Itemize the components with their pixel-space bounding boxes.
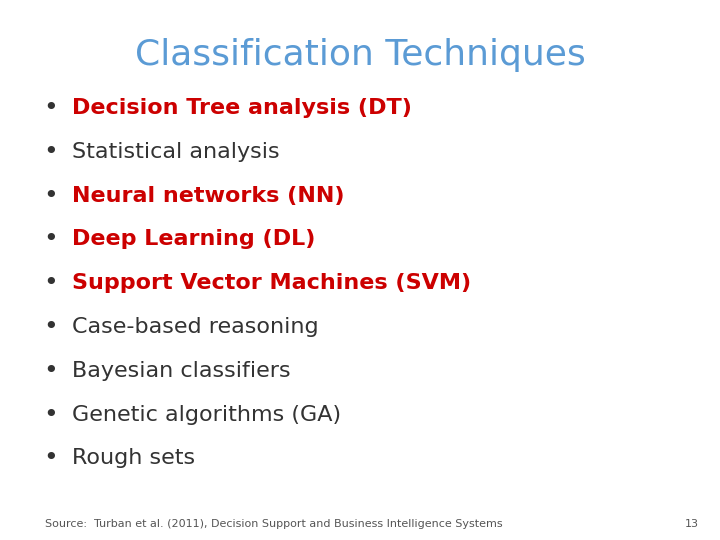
Text: •: • xyxy=(43,184,58,207)
Text: •: • xyxy=(43,315,58,339)
Text: Decision Tree analysis (DT): Decision Tree analysis (DT) xyxy=(72,98,412,118)
Text: Deep Learning (DL): Deep Learning (DL) xyxy=(72,230,315,249)
Text: 13: 13 xyxy=(685,519,698,529)
Text: •: • xyxy=(43,447,58,470)
Text: •: • xyxy=(43,359,58,383)
Text: •: • xyxy=(43,140,58,164)
Text: Bayesian classifiers: Bayesian classifiers xyxy=(72,361,291,381)
Text: Classification Techniques: Classification Techniques xyxy=(135,38,585,72)
Text: •: • xyxy=(43,271,58,295)
Text: Statistical analysis: Statistical analysis xyxy=(72,142,279,162)
Text: Support Vector Machines (SVM): Support Vector Machines (SVM) xyxy=(72,273,471,293)
Text: Genetic algorithms (GA): Genetic algorithms (GA) xyxy=(72,404,341,424)
Text: •: • xyxy=(43,96,58,120)
Text: Rough sets: Rough sets xyxy=(72,448,195,468)
Text: Case-based reasoning: Case-based reasoning xyxy=(72,317,319,337)
Text: •: • xyxy=(43,403,58,427)
Text: Source:  Turban et al. (2011), Decision Support and Business Intelligence System: Source: Turban et al. (2011), Decision S… xyxy=(45,519,503,529)
Text: Neural networks (NN): Neural networks (NN) xyxy=(72,186,344,206)
Text: •: • xyxy=(43,227,58,252)
